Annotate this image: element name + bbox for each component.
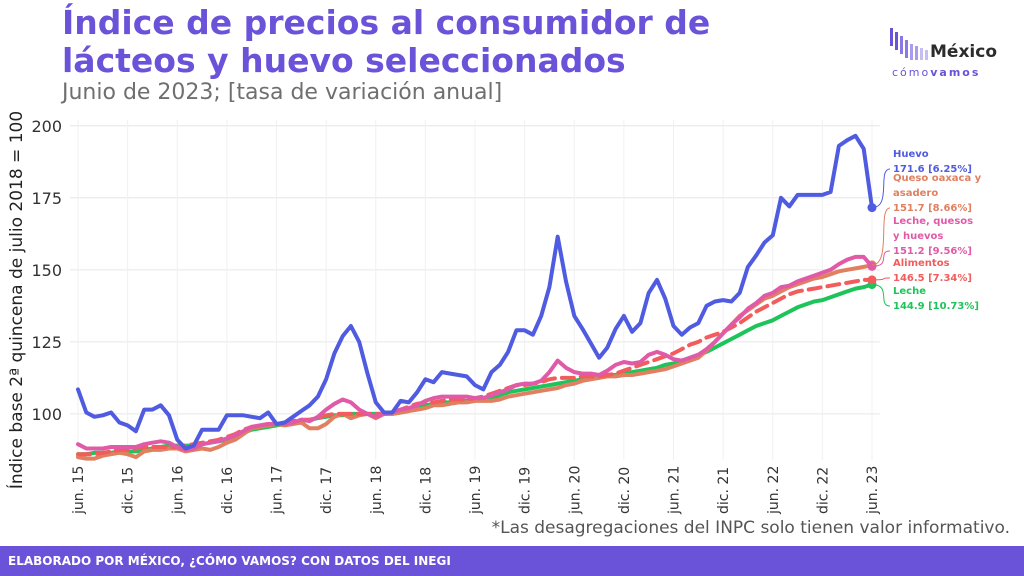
series-label-text: Queso oaxaca y	[893, 173, 982, 184]
y-axis-label: Índice base 2ª quincena de julio 2018 = …	[5, 111, 27, 489]
grid-lines	[70, 120, 880, 460]
series-line-2	[76, 254, 874, 452]
line-chart: 100 125 150 175 200 jun. 15 dic. 15 jun. 16 dic…	[5, 111, 982, 515]
x-tick-label: jun. 20	[567, 466, 583, 515]
x-tick-label: dic. 16	[220, 467, 236, 514]
series-labels: Huevo 171.6 [6.25%]Queso oaxaca y asadero 1…	[871, 149, 982, 312]
series-label-text: Leche, quesos	[893, 216, 973, 227]
x-tick-label: dic. 18	[418, 467, 434, 514]
logo-sub-text: cómovamos	[892, 66, 980, 79]
chart-subtitle: Junio de 2023; [tasa de variación anual]	[62, 80, 503, 105]
series-label-text: Leche	[893, 286, 926, 297]
logo-sub-prefix: cómo	[892, 66, 931, 79]
brand-logo: México cómovamos	[890, 22, 1010, 82]
x-tick-label: dic. 20	[617, 467, 633, 514]
series-label-text: 151.2 [9.56%]	[893, 246, 972, 257]
label-leader-2	[871, 250, 891, 267]
series-label-text: Huevo	[893, 149, 929, 160]
y-tick-label: 175	[31, 189, 62, 208]
series-label-text: 171.6 [6.25%]	[893, 164, 972, 175]
y-tick-label: 100	[31, 405, 62, 424]
series-label-text: 146.5 [7.34%]	[893, 273, 972, 284]
x-tick-label: dic. 21	[716, 467, 732, 514]
label-leader-1	[871, 207, 891, 266]
x-tick-label: jun. 22	[766, 466, 782, 515]
x-tick-label: dic. 22	[815, 467, 831, 514]
footer-bar: ELABORADO POR MÉXICO, ¿CÓMO VAMOS? CON D…	[0, 546, 1024, 576]
label-leader-3	[871, 277, 891, 281]
x-tick-label: jun. 17	[270, 466, 286, 515]
y-tick-label: 125	[31, 333, 62, 352]
x-tick-label: jun. 23	[865, 466, 881, 515]
series-lines	[76, 133, 877, 461]
series-label-text: 144.9 [10.73%]	[893, 301, 979, 312]
logo-bars-icon	[890, 28, 928, 60]
x-tick-label: jun. 16	[170, 466, 186, 515]
chart-title: Índice de precios al consumidor de lácte…	[62, 3, 711, 80]
y-tick-label: 150	[31, 261, 62, 280]
series-label-text: y huevos	[893, 231, 943, 242]
footer-text: ELABORADO POR MÉXICO, ¿CÓMO VAMOS? CON D…	[8, 554, 451, 568]
x-tick-label: jun. 21	[667, 466, 683, 515]
series-line-0	[76, 133, 874, 451]
label-leader-0	[871, 168, 891, 209]
x-tick-label: dic. 19	[518, 467, 534, 514]
series-label-text: 151.7 [8.66%]	[893, 203, 972, 214]
series-label-text: Alimentos	[893, 258, 950, 269]
x-tick-label: jun. 18	[369, 466, 385, 515]
label-leader-4	[871, 284, 891, 307]
series-label-text: asadero	[893, 188, 938, 199]
x-tick-label: jun. 19	[468, 466, 484, 515]
x-axis-ticks: jun. 15 dic. 15 jun. 16 dic. 16 jun. 17 dic. …	[71, 466, 881, 515]
y-tick-label: 200	[31, 117, 62, 136]
logo-sub-suffix: vamos	[930, 66, 981, 79]
x-tick-label: dic. 15	[121, 467, 137, 514]
x-tick-label: jun. 15	[71, 466, 87, 515]
logo-main-text: México	[930, 42, 997, 62]
y-axis-ticks: 100 125 150 175 200	[31, 117, 62, 424]
footnote: *Las desagregaciones del INPC solo tiene…	[491, 518, 1010, 538]
x-tick-label: dic. 17	[319, 467, 335, 514]
